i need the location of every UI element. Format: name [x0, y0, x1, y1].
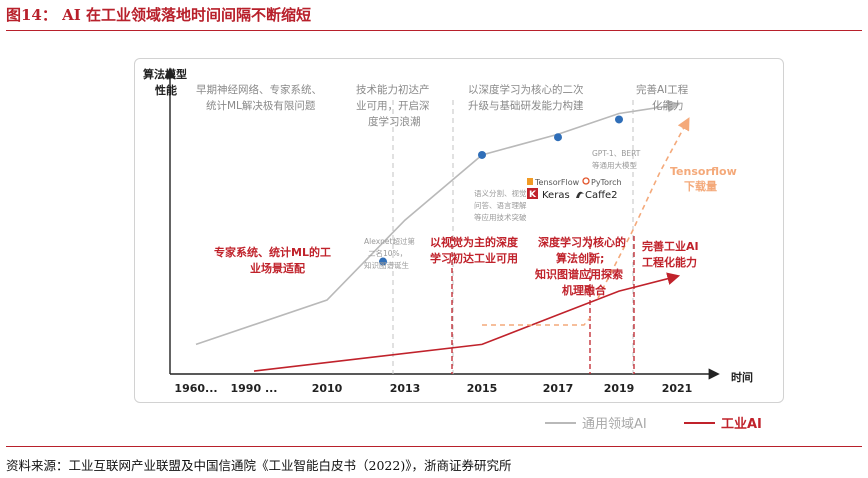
source-rule: [6, 446, 862, 447]
x-tick-7: 2021: [662, 382, 693, 395]
title-rule: [6, 30, 862, 31]
industrial-note-3-line-2: 算法创新;: [555, 251, 604, 265]
industrial-note-3-line-3: 知识图谱应用探索: [534, 267, 623, 281]
tensorflow-icon: [527, 178, 533, 185]
keras-label: Keras: [542, 190, 570, 201]
milestone-dot-0: [379, 257, 387, 266]
industrial-note-2-line-2: 学习初达工业可用: [430, 251, 518, 265]
industrial-note-3-line-4: 机理融合: [562, 283, 607, 297]
x-tick-2: 2010: [312, 382, 343, 395]
x-tick-5: 2017: [543, 382, 574, 395]
tensorflow-download-line: [597, 117, 690, 299]
semantic-note-2: 问答、语言理解: [474, 200, 527, 210]
framework-logos: TensorFlow PyTorch K Keras Caffe2: [527, 177, 622, 201]
phase-label-2-line-2: 业可用，开启深: [356, 99, 430, 112]
alexnet-note-2: 二名10%，: [368, 248, 407, 258]
gpt-note-2: 等通用大模型: [592, 160, 637, 170]
semantic-note-1: 语义分割、视觉: [474, 188, 527, 198]
source-note: 资料来源：工业互联网产业联盟及中国信通院《工业智能白皮书（2022)》，浙商证券…: [6, 458, 512, 473]
phase-label-2-line-1: 技术能力初达产: [356, 83, 430, 96]
phase-label-4-line-1: 完善AI工程: [636, 83, 689, 96]
phase-label-4-line-2: 化能力: [652, 99, 684, 112]
x-tick-6: 2019: [604, 382, 635, 395]
industrial-note-2-line-1: 以视觉为主的深度: [430, 235, 519, 249]
alexnet-note-3: 知识图谱诞生: [364, 260, 409, 270]
pytorch-icon: [582, 177, 590, 185]
legend: 通用领域AI 工业AI: [545, 416, 762, 432]
industrial-note-4-line-1: 完善工业AI: [642, 239, 699, 253]
legend-label-industrial: 工业AI: [721, 416, 762, 432]
keras-icon-glyph: K: [529, 190, 537, 200]
tensorflow-download-label-2: 下载量: [684, 179, 717, 193]
series-line-0: [195, 99, 681, 346]
tensorflow-label: TensorFlow: [534, 178, 580, 187]
figure-title: 图14： AI 在工业领域落地时间间隔不断缩短: [6, 6, 311, 24]
x-tick-4: 2015: [467, 382, 498, 395]
phase-label-2-line-3: 度学习浪潮: [368, 115, 421, 128]
x-tick-1: 1990 ...: [231, 382, 278, 395]
phase-label-1-line-1: 早期神经网络、专家系统、: [196, 83, 322, 96]
gpt-note-1: GPT-1、BERT: [592, 149, 641, 158]
industrial-note-3-line-1: 深度学习为核心的: [538, 235, 626, 249]
semantic-note-3: 等应用技术突破: [474, 212, 527, 222]
x-axis-label: 时间: [731, 370, 753, 384]
series-line-1: [253, 272, 681, 372]
milestone-dot-2: [554, 133, 562, 142]
tensorflow-download-label-1: Tensorflow: [670, 165, 737, 178]
industrial-note-4-line-2: 工程化能力: [642, 255, 697, 269]
industrial-note-1-line-1: 专家系统、统计ML的工: [214, 245, 331, 259]
tensorflow-download-base: [482, 317, 591, 326]
pytorch-label: PyTorch: [591, 178, 622, 187]
chart-panel: [134, 58, 784, 403]
alexnet-note-1: Alexnet超过第: [364, 236, 415, 246]
caffe-icon: [576, 191, 584, 198]
x-tick-0: 1960...: [174, 382, 217, 395]
phase-label-3-line-2: 升级与基础研发能力构建: [468, 99, 584, 112]
milestone-dot-1: [478, 150, 486, 159]
y-axis-label-1: 算法模型: [142, 67, 187, 81]
legend-label-general: 通用领域AI: [582, 417, 647, 432]
phase-label-1-line-2: 统计ML解决极有限问题: [206, 99, 316, 112]
phase-label-3-line-1: 以深度学习为核心的二次: [468, 83, 584, 96]
industrial-note-1-line-2: 业场景适配: [250, 261, 305, 275]
x-tick-3: 2013: [390, 382, 421, 395]
keras-icon: [527, 188, 538, 199]
milestone-dot-3: [615, 115, 623, 124]
caffe-label: Caffe2: [585, 190, 618, 201]
y-axis-label-2: 性能: [155, 83, 177, 97]
